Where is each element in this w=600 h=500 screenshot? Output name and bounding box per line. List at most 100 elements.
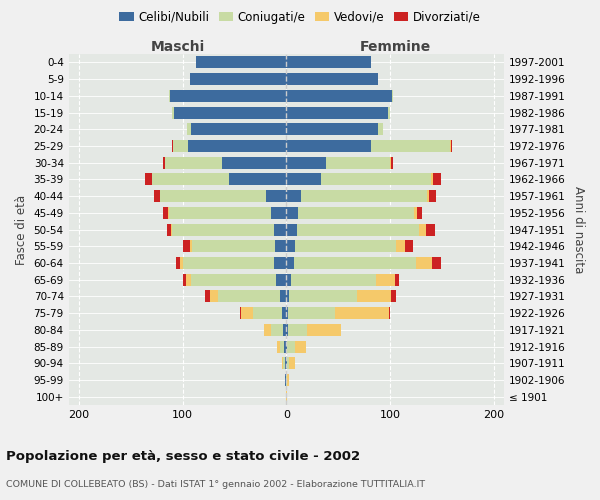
Legend: Celibi/Nubili, Coniugati/e, Vedovi/e, Divorziati/e: Celibi/Nubili, Coniugati/e, Vedovi/e, Di…: [115, 6, 485, 28]
Bar: [295, 340, 306, 352]
Bar: [253, 307, 282, 319]
Bar: [419, 224, 426, 235]
Bar: [170, 90, 286, 102]
Bar: [286, 73, 377, 85]
Bar: [286, 307, 289, 319]
Bar: [388, 106, 390, 118]
Bar: [277, 340, 280, 352]
Bar: [172, 140, 173, 152]
Bar: [371, 140, 450, 152]
Bar: [301, 190, 427, 202]
Bar: [335, 307, 389, 319]
Bar: [187, 123, 191, 136]
Bar: [172, 106, 175, 118]
Bar: [391, 290, 396, 302]
Bar: [229, 174, 286, 186]
Bar: [286, 123, 377, 136]
Bar: [282, 307, 286, 319]
Bar: [286, 174, 320, 186]
Bar: [286, 340, 287, 352]
Bar: [191, 274, 276, 286]
Bar: [218, 290, 280, 302]
Bar: [286, 274, 292, 286]
Bar: [287, 340, 295, 352]
Bar: [286, 140, 371, 152]
Text: Popolazione per età, sesso e stato civile - 2002: Popolazione per età, sesso e stato civil…: [6, 450, 360, 463]
Bar: [168, 207, 169, 219]
Bar: [391, 156, 393, 168]
Bar: [276, 274, 286, 286]
Bar: [357, 290, 391, 302]
Bar: [274, 224, 286, 235]
Bar: [167, 224, 171, 235]
Bar: [284, 340, 286, 352]
Bar: [377, 123, 383, 136]
Bar: [173, 140, 188, 152]
Bar: [171, 224, 172, 235]
Bar: [241, 307, 253, 319]
Bar: [239, 307, 241, 319]
Bar: [433, 257, 441, 269]
Bar: [283, 324, 286, 336]
Bar: [271, 324, 283, 336]
Bar: [190, 240, 192, 252]
Bar: [176, 257, 179, 269]
Bar: [154, 190, 160, 202]
Bar: [295, 240, 396, 252]
Y-axis label: Anni di nascita: Anni di nascita: [572, 186, 585, 274]
Bar: [286, 207, 298, 219]
Bar: [286, 156, 326, 168]
Bar: [280, 340, 284, 352]
Bar: [182, 257, 274, 269]
Bar: [160, 190, 266, 202]
Bar: [192, 240, 275, 252]
Bar: [286, 56, 371, 68]
Bar: [186, 274, 191, 286]
Bar: [430, 190, 436, 202]
Bar: [433, 174, 441, 186]
Bar: [416, 257, 433, 269]
Bar: [414, 207, 417, 219]
Bar: [165, 156, 222, 168]
Bar: [285, 374, 286, 386]
Bar: [286, 324, 289, 336]
Bar: [292, 274, 376, 286]
Bar: [287, 358, 289, 370]
Text: COMUNE DI COLLEBEATO (BS) - Dati ISTAT 1° gennaio 2002 - Elaborazione TUTTITALIA: COMUNE DI COLLEBEATO (BS) - Dati ISTAT 1…: [6, 480, 425, 489]
Bar: [296, 224, 419, 235]
Bar: [286, 358, 287, 370]
Bar: [427, 190, 430, 202]
Bar: [286, 90, 392, 102]
Bar: [396, 240, 406, 252]
Bar: [179, 257, 182, 269]
Bar: [395, 274, 399, 286]
Bar: [426, 224, 434, 235]
Bar: [209, 290, 218, 302]
Bar: [205, 290, 209, 302]
Bar: [169, 207, 271, 219]
Bar: [190, 73, 286, 85]
Bar: [280, 290, 286, 302]
Bar: [287, 374, 289, 386]
Bar: [376, 274, 395, 286]
Bar: [392, 90, 393, 102]
Bar: [286, 257, 293, 269]
Bar: [286, 240, 295, 252]
Bar: [390, 156, 391, 168]
Bar: [286, 190, 301, 202]
Bar: [298, 207, 414, 219]
Bar: [285, 358, 286, 370]
Bar: [286, 290, 289, 302]
Bar: [289, 290, 357, 302]
Bar: [196, 56, 286, 68]
Bar: [286, 224, 296, 235]
Bar: [282, 358, 283, 370]
Bar: [283, 358, 285, 370]
Bar: [307, 324, 341, 336]
Bar: [431, 174, 433, 186]
Bar: [293, 257, 416, 269]
Bar: [169, 90, 170, 102]
Bar: [182, 274, 186, 286]
Bar: [163, 156, 165, 168]
Bar: [275, 240, 286, 252]
